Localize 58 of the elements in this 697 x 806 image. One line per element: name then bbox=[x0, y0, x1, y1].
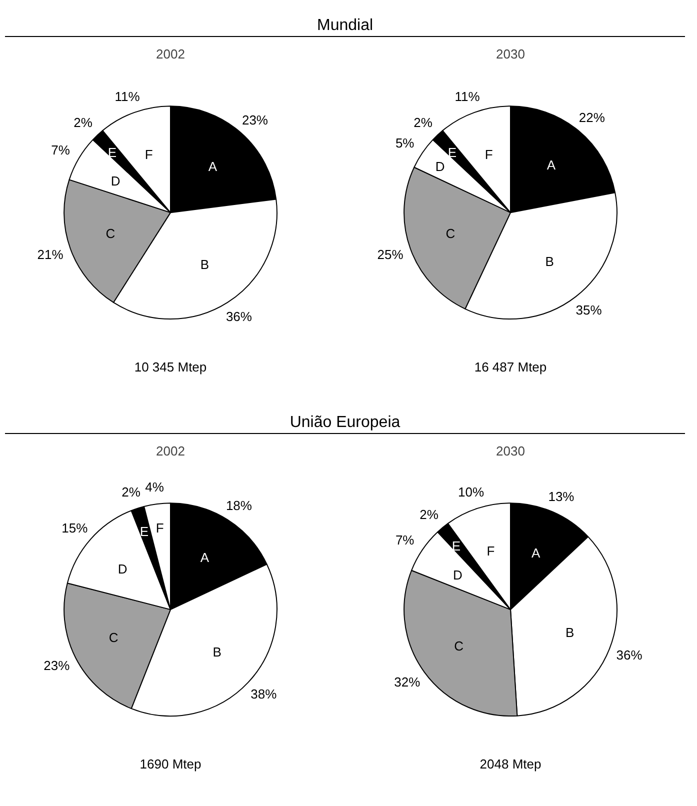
slice-label: F bbox=[144, 147, 153, 162]
data-label: 2% bbox=[74, 115, 93, 130]
data-label: 18% bbox=[226, 498, 252, 513]
slice-label: B bbox=[566, 624, 574, 640]
data-label: 38% bbox=[250, 686, 278, 702]
data-label: 23% bbox=[44, 658, 70, 674]
slice-label: D bbox=[118, 561, 128, 576]
text: 1690 Mtep bbox=[140, 756, 202, 772]
slice-label: D bbox=[435, 158, 445, 174]
slice-label: F bbox=[156, 520, 164, 536]
data-label: 21% bbox=[37, 246, 64, 262]
slice-label: F bbox=[486, 543, 495, 558]
slice-label: D bbox=[452, 567, 462, 582]
slice-label: A bbox=[532, 545, 541, 560]
data-label: 2% bbox=[414, 115, 433, 130]
data-label: 36% bbox=[226, 309, 252, 324]
data-label: 10% bbox=[458, 484, 484, 500]
data-label: 11% bbox=[454, 88, 480, 104]
slice-label: A bbox=[200, 550, 210, 565]
slice-label: C bbox=[106, 226, 116, 241]
data-label: 23% bbox=[242, 112, 268, 128]
slice-label: B bbox=[212, 644, 222, 660]
chart-title: 2030 bbox=[496, 46, 525, 62]
slice-label: F bbox=[484, 147, 493, 162]
data-label: 5% bbox=[395, 136, 415, 151]
slice-label: E bbox=[140, 524, 149, 539]
data-label: 32% bbox=[394, 674, 421, 690]
data-label: 15% bbox=[62, 520, 88, 536]
slice-label: A bbox=[208, 158, 218, 174]
chart-title: 2002 bbox=[156, 444, 185, 458]
slice-label: C bbox=[446, 226, 456, 241]
text: Mundial bbox=[316, 16, 374, 36]
slice-label: B bbox=[545, 254, 554, 269]
chart-title: 2002 bbox=[156, 46, 185, 62]
slice-label: C bbox=[454, 638, 464, 654]
data-label: 4% bbox=[145, 480, 164, 495]
data-label: 25% bbox=[377, 246, 404, 262]
data-label: 11% bbox=[114, 88, 140, 104]
data-label: 7% bbox=[395, 532, 415, 548]
data-label: 36% bbox=[616, 647, 643, 662]
data-label: 22% bbox=[578, 110, 606, 126]
slice-label: C bbox=[108, 630, 118, 646]
data-label: 2% bbox=[122, 484, 141, 500]
slice-label: E bbox=[108, 145, 117, 160]
data-label: 7% bbox=[51, 142, 70, 158]
slice-label: E bbox=[448, 145, 457, 160]
data-label: 35% bbox=[576, 302, 602, 318]
slice-label: B bbox=[200, 257, 210, 272]
text: União Europeia bbox=[290, 413, 400, 433]
slice-label: A bbox=[546, 158, 556, 173]
chart-title: 2030 bbox=[496, 444, 525, 458]
text: 16 487 Mtep bbox=[474, 359, 547, 374]
slice-label: E bbox=[452, 538, 461, 554]
data-label: 2% bbox=[420, 507, 439, 522]
text: 2048 Mtep bbox=[480, 756, 542, 772]
text: 10 345 Mtep bbox=[134, 359, 207, 374]
data-label: 13% bbox=[548, 488, 575, 504]
slice-label: D bbox=[110, 174, 120, 189]
